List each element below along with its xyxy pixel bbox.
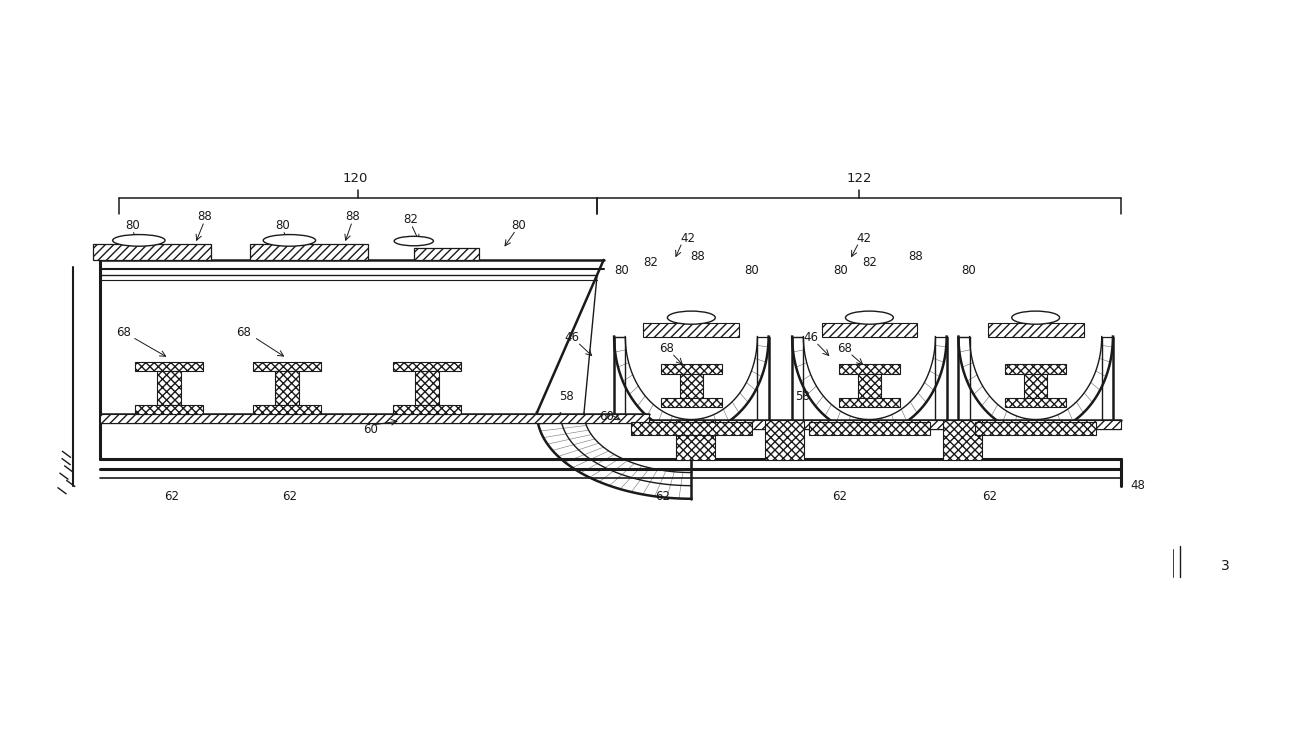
Text: 68: 68 <box>115 326 131 339</box>
Bar <box>975 423 1096 436</box>
Bar <box>1005 364 1067 374</box>
Text: 62: 62 <box>282 490 297 503</box>
Text: 80: 80 <box>833 265 848 277</box>
Text: 68: 68 <box>236 326 251 339</box>
Bar <box>135 362 203 371</box>
Bar <box>661 364 722 374</box>
Bar <box>649 420 1120 429</box>
Text: 82: 82 <box>404 213 419 227</box>
Text: 88: 88 <box>908 251 922 263</box>
Text: 58: 58 <box>560 390 575 404</box>
Bar <box>643 324 739 336</box>
Bar <box>251 244 367 260</box>
Bar <box>276 371 299 405</box>
Text: 46: 46 <box>564 331 580 344</box>
Text: 82: 82 <box>643 256 659 268</box>
Ellipse shape <box>668 311 715 325</box>
Ellipse shape <box>1012 311 1060 325</box>
Ellipse shape <box>394 236 433 246</box>
Bar <box>415 371 438 405</box>
Text: 80: 80 <box>125 219 139 232</box>
Ellipse shape <box>264 235 316 246</box>
Bar <box>135 405 203 414</box>
Bar <box>680 374 703 398</box>
Bar <box>253 405 321 414</box>
Text: 88: 88 <box>690 251 706 263</box>
Text: 68: 68 <box>659 342 674 355</box>
Text: 80: 80 <box>276 219 290 232</box>
Ellipse shape <box>113 235 165 246</box>
Bar <box>631 423 752 436</box>
Ellipse shape <box>845 311 893 325</box>
Bar <box>157 371 181 405</box>
Text: 42: 42 <box>680 232 695 245</box>
Bar <box>100 414 649 423</box>
Bar <box>838 364 900 374</box>
Text: 62: 62 <box>832 490 846 503</box>
Text: 62: 62 <box>655 490 670 503</box>
Text: 88: 88 <box>197 211 211 224</box>
Text: 68: 68 <box>837 342 851 355</box>
Bar <box>661 398 722 407</box>
Text: 80: 80 <box>962 265 976 277</box>
Bar <box>810 423 930 436</box>
Text: 80: 80 <box>744 265 758 277</box>
Text: 3: 3 <box>1221 558 1229 573</box>
Bar <box>988 324 1084 336</box>
Text: 120: 120 <box>342 172 367 185</box>
Bar <box>1023 374 1047 398</box>
Text: 80: 80 <box>614 265 630 277</box>
Bar <box>392 362 461 371</box>
Text: 46: 46 <box>803 331 817 344</box>
Text: 62: 62 <box>983 490 997 503</box>
Bar <box>413 249 479 260</box>
Bar <box>253 362 321 371</box>
Bar <box>943 420 981 461</box>
Text: 80: 80 <box>512 219 526 232</box>
Bar <box>676 420 715 461</box>
Bar <box>392 405 461 414</box>
Text: 42: 42 <box>857 232 871 245</box>
Bar <box>765 420 804 461</box>
Bar <box>821 324 917 336</box>
Text: 48: 48 <box>1130 479 1145 492</box>
Bar <box>93 244 211 260</box>
Bar <box>1005 398 1067 407</box>
Text: 62: 62 <box>164 490 178 503</box>
Text: 82: 82 <box>862 256 876 268</box>
Text: 122: 122 <box>846 172 871 185</box>
Text: 60: 60 <box>598 410 614 423</box>
Text: 88: 88 <box>345 211 359 224</box>
Bar <box>858 374 882 398</box>
Text: 58: 58 <box>795 390 810 404</box>
Text: 60: 60 <box>363 423 378 436</box>
Bar <box>838 398 900 407</box>
